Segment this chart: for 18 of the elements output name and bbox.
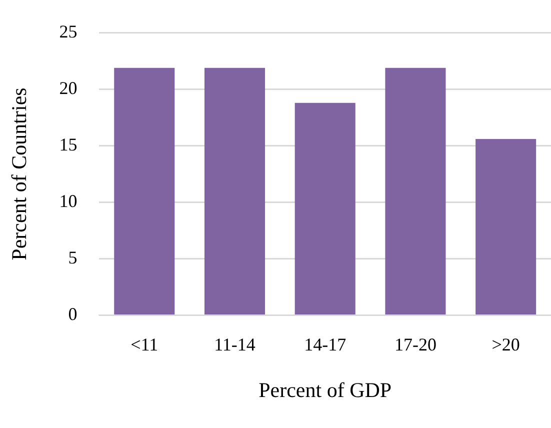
bar xyxy=(385,68,446,314)
x-tick-label: 14-17 xyxy=(304,334,346,355)
x-axis-title: Percent of GDP xyxy=(258,378,392,402)
y-tick-label: 25 xyxy=(59,22,78,42)
bar xyxy=(476,138,536,314)
x-tick-label: 11-14 xyxy=(214,334,256,355)
bar xyxy=(114,68,175,314)
x-tick-label: <11 xyxy=(130,334,158,355)
bar xyxy=(204,68,266,314)
bar xyxy=(294,102,356,314)
x-tick-label: >20 xyxy=(492,334,520,355)
y-tick-label: 10 xyxy=(59,190,78,211)
y-tick-label: 15 xyxy=(59,134,78,154)
y-tick-label: 0 xyxy=(68,304,78,324)
y-axis-title: Percent of Countries xyxy=(7,88,32,260)
y-tick-label: 20 xyxy=(59,78,78,98)
x-tick-label: 17-20 xyxy=(394,334,436,355)
y-tick-label: 5 xyxy=(68,247,78,268)
